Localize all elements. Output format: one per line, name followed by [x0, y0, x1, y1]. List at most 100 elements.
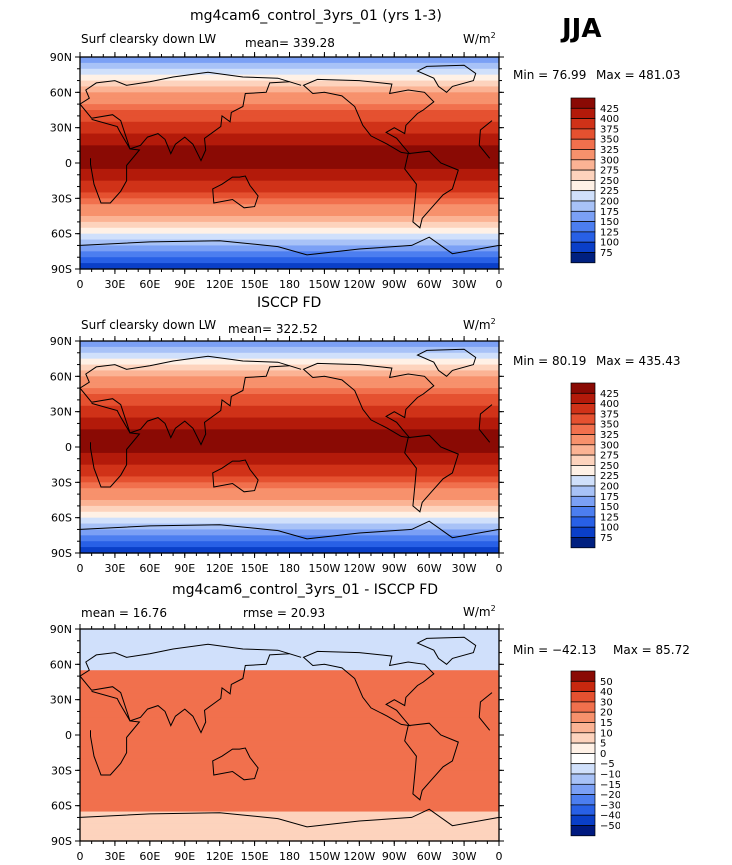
field-band — [80, 687, 499, 695]
colorbar-box — [570, 763, 596, 775]
max-label: Max = 85.72 — [613, 643, 690, 657]
x-tick-label: 90W — [382, 278, 407, 290]
y-tick-label: 90N — [50, 335, 72, 348]
coastline — [90, 690, 493, 776]
field-band — [80, 705, 499, 713]
colorbar-label: 225 — [600, 471, 619, 482]
field-band — [80, 127, 499, 135]
field-band — [80, 435, 499, 442]
colorbar-box — [570, 691, 596, 703]
x-tick-label: 90E — [174, 278, 195, 290]
y-tick-label: 30N — [50, 122, 72, 135]
field-band — [80, 782, 499, 789]
field-band — [80, 98, 499, 105]
colorbar-label: −20 — [600, 790, 620, 801]
field-band — [80, 121, 499, 129]
x-tick-label: 30W — [452, 850, 477, 863]
field-band — [80, 198, 499, 205]
field-band — [80, 817, 499, 824]
x-tick-label: 180 — [279, 562, 300, 574]
colorbar-box — [570, 722, 596, 734]
field-band — [80, 216, 499, 223]
coastline — [416, 636, 477, 665]
colorbar-box — [570, 742, 596, 754]
field-band — [80, 752, 499, 760]
field-band — [80, 682, 499, 689]
field-band — [80, 221, 499, 229]
colorbar-box — [570, 200, 596, 212]
x-tick-label: 30E — [104, 562, 125, 574]
colorbar-box — [570, 485, 596, 497]
y-tick-label: 60S — [51, 512, 72, 525]
x-tick-label: 0 — [77, 278, 84, 290]
coastline — [404, 722, 459, 801]
coastline — [416, 64, 477, 93]
rmse-label: rmse = 20.93 — [243, 606, 326, 620]
colorbar-label: 75 — [600, 248, 613, 259]
field-band — [80, 104, 499, 111]
field-band — [80, 823, 499, 830]
colorbar-box — [570, 241, 596, 253]
field-band — [80, 394, 499, 401]
field-band — [80, 68, 499, 76]
map-panel-1: 90N 60N 30N 0 30S 60S 90S 0 30E 60E 90E 120E 150E 180… — [50, 51, 504, 290]
colorbar-box — [570, 392, 596, 404]
x-tick-label: 180 — [279, 278, 300, 290]
field-band — [80, 251, 499, 258]
y-tick-label: 60N — [50, 658, 72, 671]
colorbar-label: −10 — [600, 770, 620, 781]
colorbar-label: 325 — [600, 145, 619, 156]
field-band — [80, 157, 499, 164]
coastline — [212, 747, 259, 781]
colorbar-label: 15 — [600, 718, 613, 729]
y-tick-label: 90N — [50, 623, 72, 636]
x-tick-label: 0 — [77, 562, 84, 574]
x-tick-label: 60W — [417, 850, 442, 863]
x-tick-label: 150W — [308, 850, 340, 863]
colorbar-box — [570, 434, 596, 446]
y-tick-label: 90S — [51, 835, 72, 848]
field-band — [80, 405, 499, 413]
coastline — [79, 236, 500, 256]
field-band — [80, 776, 499, 783]
colorbar-box — [570, 97, 596, 109]
colorbar-label: 20 — [600, 708, 613, 719]
field-band — [80, 133, 499, 141]
field-band — [80, 711, 499, 718]
mean-label: mean= 322.52 — [228, 322, 318, 336]
x-tick-label: 60E — [139, 850, 160, 863]
coastline — [79, 71, 302, 162]
coastline — [79, 355, 302, 446]
coastline — [212, 175, 259, 209]
coastline — [90, 118, 493, 204]
y-tick-label: 0 — [65, 729, 72, 742]
field-band — [80, 458, 499, 466]
colorbar-box — [570, 814, 596, 826]
field-band — [80, 488, 499, 495]
colorbar-label: 400 — [600, 399, 619, 410]
colorbar-label: 175 — [600, 207, 619, 218]
field-band — [80, 500, 499, 507]
y-tick-label: 30S — [51, 192, 72, 205]
colorbar-label: 375 — [600, 124, 619, 135]
mean-label: mean= 339.28 — [245, 36, 335, 50]
colorbar-label: 250 — [600, 461, 619, 472]
field-band — [80, 364, 499, 372]
colorbar-label: 5 — [600, 739, 606, 750]
x-tick-label: 30W — [452, 278, 477, 290]
coastline — [90, 402, 493, 488]
x-tick-label: 150W — [308, 278, 340, 290]
coastline — [79, 643, 302, 734]
field-band — [80, 511, 499, 519]
field-band — [80, 770, 499, 777]
colorbar-label: 30 — [600, 697, 613, 708]
x-tick-label: 120W — [343, 562, 375, 574]
field-band — [80, 547, 499, 554]
colorbar-box — [570, 138, 596, 150]
panel-title: mg4cam6_control_3yrs_01 - ISCCP FD — [172, 582, 439, 598]
colorbar-label: −15 — [600, 780, 620, 791]
coastline — [302, 78, 435, 155]
field-band — [80, 664, 499, 671]
field-band — [80, 441, 499, 448]
field-band — [80, 799, 499, 807]
